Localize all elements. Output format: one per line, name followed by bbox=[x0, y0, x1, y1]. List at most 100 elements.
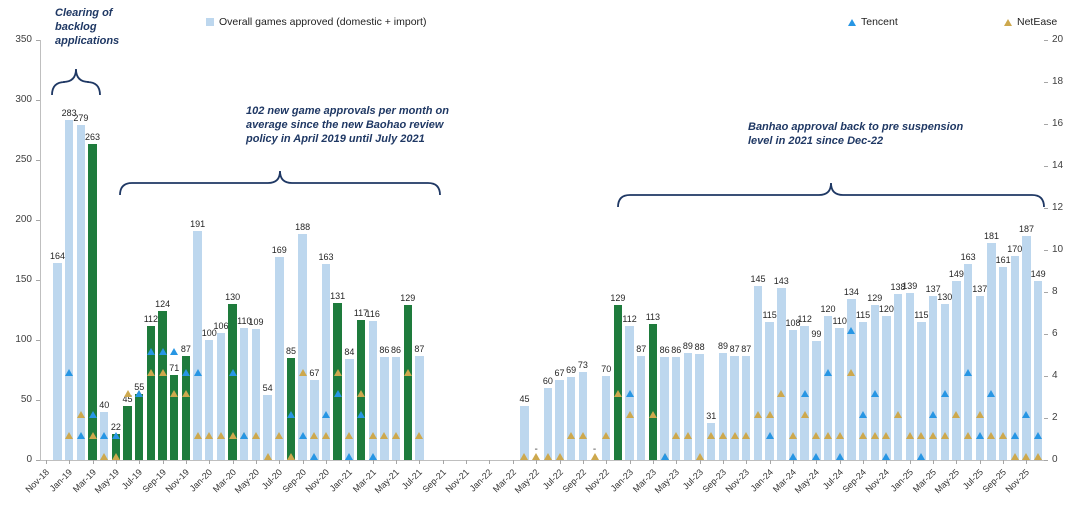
tencent-marker[interactable] bbox=[789, 453, 797, 460]
netease-marker[interactable] bbox=[730, 432, 739, 439]
bar-highlighted[interactable] bbox=[403, 305, 412, 460]
tencent-marker[interactable] bbox=[368, 453, 377, 460]
netease-marker[interactable] bbox=[532, 453, 541, 460]
netease-marker[interactable] bbox=[333, 369, 342, 376]
bar-highlighted[interactable] bbox=[135, 394, 144, 460]
bar[interactable] bbox=[683, 353, 693, 460]
netease-marker[interactable] bbox=[100, 453, 109, 460]
netease-marker[interactable] bbox=[940, 432, 949, 439]
netease-marker[interactable] bbox=[1022, 453, 1031, 460]
bar-highlighted[interactable] bbox=[228, 304, 237, 460]
bar-highlighted[interactable] bbox=[356, 319, 366, 460]
bar[interactable] bbox=[917, 322, 926, 460]
bar[interactable] bbox=[812, 341, 821, 460]
bar[interactable] bbox=[823, 316, 833, 460]
tencent-marker[interactable] bbox=[812, 453, 821, 460]
bar[interactable] bbox=[298, 234, 307, 460]
legend-item-netease[interactable]: NetEase bbox=[1004, 16, 1057, 28]
bar[interactable] bbox=[928, 295, 938, 460]
bar[interactable] bbox=[707, 422, 716, 460]
tencent-marker[interactable] bbox=[964, 369, 973, 376]
netease-marker[interactable] bbox=[882, 432, 891, 439]
netease-marker[interactable] bbox=[777, 390, 786, 397]
netease-marker[interactable] bbox=[322, 432, 331, 439]
bar-highlighted[interactable] bbox=[181, 355, 191, 460]
bar[interactable] bbox=[240, 328, 249, 460]
netease-marker[interactable] bbox=[415, 432, 424, 439]
bar[interactable] bbox=[391, 356, 401, 460]
netease-marker[interactable] bbox=[789, 432, 797, 439]
netease-marker[interactable] bbox=[76, 411, 85, 418]
netease-marker[interactable] bbox=[905, 432, 914, 439]
netease-marker[interactable] bbox=[181, 390, 190, 397]
tencent-marker[interactable] bbox=[940, 390, 949, 397]
bar[interactable] bbox=[847, 299, 856, 460]
netease-marker[interactable] bbox=[578, 432, 587, 439]
netease-marker[interactable] bbox=[357, 390, 366, 397]
bar[interactable] bbox=[76, 125, 86, 460]
bar[interactable] bbox=[321, 264, 331, 460]
netease-marker[interactable] bbox=[870, 432, 879, 439]
netease-marker[interactable] bbox=[847, 369, 856, 376]
tencent-marker[interactable] bbox=[800, 390, 809, 397]
netease-marker[interactable] bbox=[975, 411, 984, 418]
bar[interactable] bbox=[555, 379, 564, 460]
bar-highlighted[interactable] bbox=[123, 406, 132, 460]
netease-marker[interactable] bbox=[170, 390, 179, 397]
bar[interactable] bbox=[1033, 281, 1043, 460]
netease-marker[interactable] bbox=[65, 432, 74, 439]
tencent-marker[interactable] bbox=[1034, 432, 1043, 439]
bar[interactable] bbox=[777, 288, 786, 460]
netease-marker[interactable] bbox=[1034, 453, 1043, 460]
netease-marker[interactable] bbox=[695, 453, 704, 460]
legend-item-overall[interactable]: Overall games approved (domestic + impor… bbox=[206, 16, 426, 28]
tencent-marker[interactable] bbox=[135, 390, 144, 397]
tencent-marker[interactable] bbox=[870, 390, 879, 397]
bar[interactable] bbox=[963, 264, 973, 460]
netease-marker[interactable] bbox=[929, 432, 938, 439]
tencent-marker[interactable] bbox=[65, 369, 74, 376]
bar[interactable] bbox=[987, 242, 996, 460]
tencent-marker[interactable] bbox=[193, 369, 202, 376]
bar[interactable] bbox=[1010, 256, 1019, 460]
netease-marker[interactable] bbox=[251, 432, 260, 439]
bar[interactable] bbox=[53, 263, 62, 460]
netease-marker[interactable] bbox=[88, 432, 97, 439]
bar[interactable] bbox=[637, 355, 646, 460]
netease-marker[interactable] bbox=[216, 432, 225, 439]
tencent-marker[interactable] bbox=[181, 369, 190, 376]
netease-marker[interactable] bbox=[835, 432, 844, 439]
bar[interactable] bbox=[695, 354, 704, 460]
netease-marker[interactable] bbox=[205, 432, 214, 439]
tencent-marker[interactable] bbox=[917, 453, 926, 460]
bar[interactable] bbox=[251, 329, 261, 460]
netease-marker[interactable] bbox=[146, 369, 155, 376]
netease-marker[interactable] bbox=[765, 411, 774, 418]
bar[interactable] bbox=[543, 388, 553, 460]
tencent-marker[interactable] bbox=[76, 432, 85, 439]
netease-marker[interactable] bbox=[753, 411, 762, 418]
bar[interactable] bbox=[882, 316, 891, 460]
tencent-marker[interactable] bbox=[859, 411, 868, 418]
netease-marker[interactable] bbox=[543, 453, 552, 460]
bar-highlighted[interactable] bbox=[286, 358, 296, 460]
bar[interactable] bbox=[275, 257, 284, 460]
netease-marker[interactable] bbox=[298, 369, 307, 376]
netease-marker[interactable] bbox=[193, 432, 202, 439]
bar[interactable] bbox=[368, 320, 377, 460]
netease-marker[interactable] bbox=[158, 369, 167, 376]
netease-marker[interactable] bbox=[380, 432, 389, 439]
bar[interactable] bbox=[952, 281, 961, 460]
bar[interactable] bbox=[998, 266, 1008, 460]
bar[interactable] bbox=[893, 294, 903, 460]
netease-marker[interactable] bbox=[520, 453, 529, 460]
netease-marker[interactable] bbox=[275, 432, 284, 439]
bar-highlighted[interactable] bbox=[333, 302, 342, 460]
tencent-marker[interactable] bbox=[228, 369, 237, 376]
bar[interactable] bbox=[858, 322, 868, 460]
tencent-marker[interactable] bbox=[287, 411, 295, 418]
netease-marker[interactable] bbox=[590, 453, 599, 460]
netease-marker[interactable] bbox=[812, 432, 821, 439]
bar-highlighted[interactable] bbox=[170, 374, 179, 460]
tencent-marker[interactable] bbox=[170, 348, 179, 355]
